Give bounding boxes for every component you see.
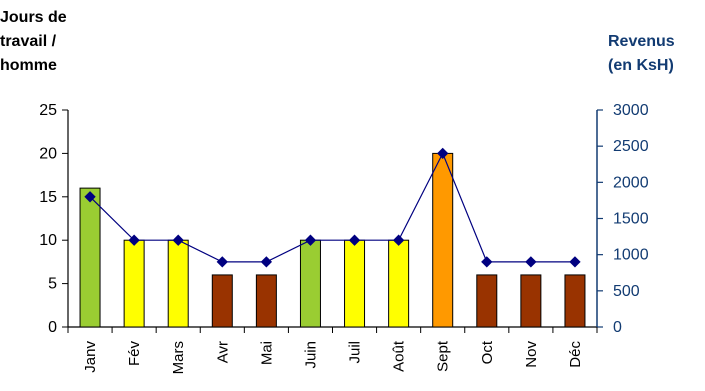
bar-août <box>388 239 410 328</box>
revenue-line <box>89 151 575 263</box>
bar-fév <box>123 239 145 328</box>
x-tick-label: Août <box>391 340 408 372</box>
x-tick-label: Juin <box>302 341 319 369</box>
points-group <box>84 147 581 268</box>
bar-nov <box>520 274 542 328</box>
right-y-tick-label: 3000 <box>613 102 649 119</box>
line-series-group <box>89 151 575 263</box>
x-tick-label: Sept <box>435 340 452 372</box>
axes-group <box>62 109 603 333</box>
bar-mars <box>167 239 189 328</box>
left-axis-label: Jours de travail / homme <box>0 6 120 78</box>
left-y-tick-label: 15 <box>39 189 57 206</box>
left-y-tick-label: 10 <box>39 232 57 249</box>
bar-mai <box>255 274 277 328</box>
x-tick-label: Fév <box>126 341 143 367</box>
left-y-tick-label: 20 <box>39 145 57 162</box>
line-point-juil <box>348 234 361 246</box>
bar-juil <box>344 239 366 328</box>
right-y-tick-label: 1500 <box>613 211 649 228</box>
right-axis-label: Revenus (en KsH) <box>608 30 705 78</box>
bars-group <box>79 152 586 328</box>
left-y-tick-label: 0 <box>48 319 57 336</box>
labels-group: 0 5 10 15 20 25 0 500 1000 1500 2000 2500 3000 Janv Fé… <box>39 102 648 374</box>
x-tick-label: Mai <box>258 341 275 365</box>
x-tick-label: Oct <box>479 340 496 364</box>
right-y-tick-label: 1000 <box>613 247 649 264</box>
line-point-oct <box>481 256 493 268</box>
bar-oct <box>476 274 498 328</box>
left-axis-label-line-1: Jours de <box>0 9 67 26</box>
bar-juin <box>299 239 321 328</box>
right-y-tick-label: 2000 <box>613 174 649 191</box>
line-point-juin <box>304 234 317 246</box>
line-point-août <box>392 234 405 246</box>
bar-janv <box>79 187 101 328</box>
left-y-tick-label: 5 <box>48 276 57 293</box>
left-y-tick-label: 25 <box>39 102 57 119</box>
line-point-fév <box>128 234 140 246</box>
line-point-déc <box>569 256 581 268</box>
x-tick-label: Mars <box>170 341 187 374</box>
right-axis-label-line-2: (en KsH) <box>608 57 674 74</box>
line-point-sept <box>437 147 449 160</box>
x-tick-label: Janv <box>82 341 99 373</box>
right-y-tick-label: 500 <box>613 283 640 300</box>
right-y-tick-label: 0 <box>613 319 622 336</box>
left-axis-label-line-2: travail / <box>0 33 57 50</box>
line-point-nov <box>525 256 537 268</box>
line-point-mars <box>172 234 184 246</box>
bar-déc <box>564 274 586 328</box>
x-tick-label: Déc <box>567 341 584 368</box>
bar-sept <box>432 152 454 328</box>
left-axis-label-line-3: homme <box>0 57 57 74</box>
x-tick-label: Juil <box>347 341 364 364</box>
x-tick-label: Avr <box>214 341 231 363</box>
line-point-avr <box>216 256 228 268</box>
bar-avr <box>211 274 233 328</box>
right-axis-label-line-1: Revenus <box>608 33 675 50</box>
x-tick-label: Nov <box>523 341 540 368</box>
right-y-tick-label: 2500 <box>613 138 649 155</box>
line-point-mai <box>260 256 273 268</box>
